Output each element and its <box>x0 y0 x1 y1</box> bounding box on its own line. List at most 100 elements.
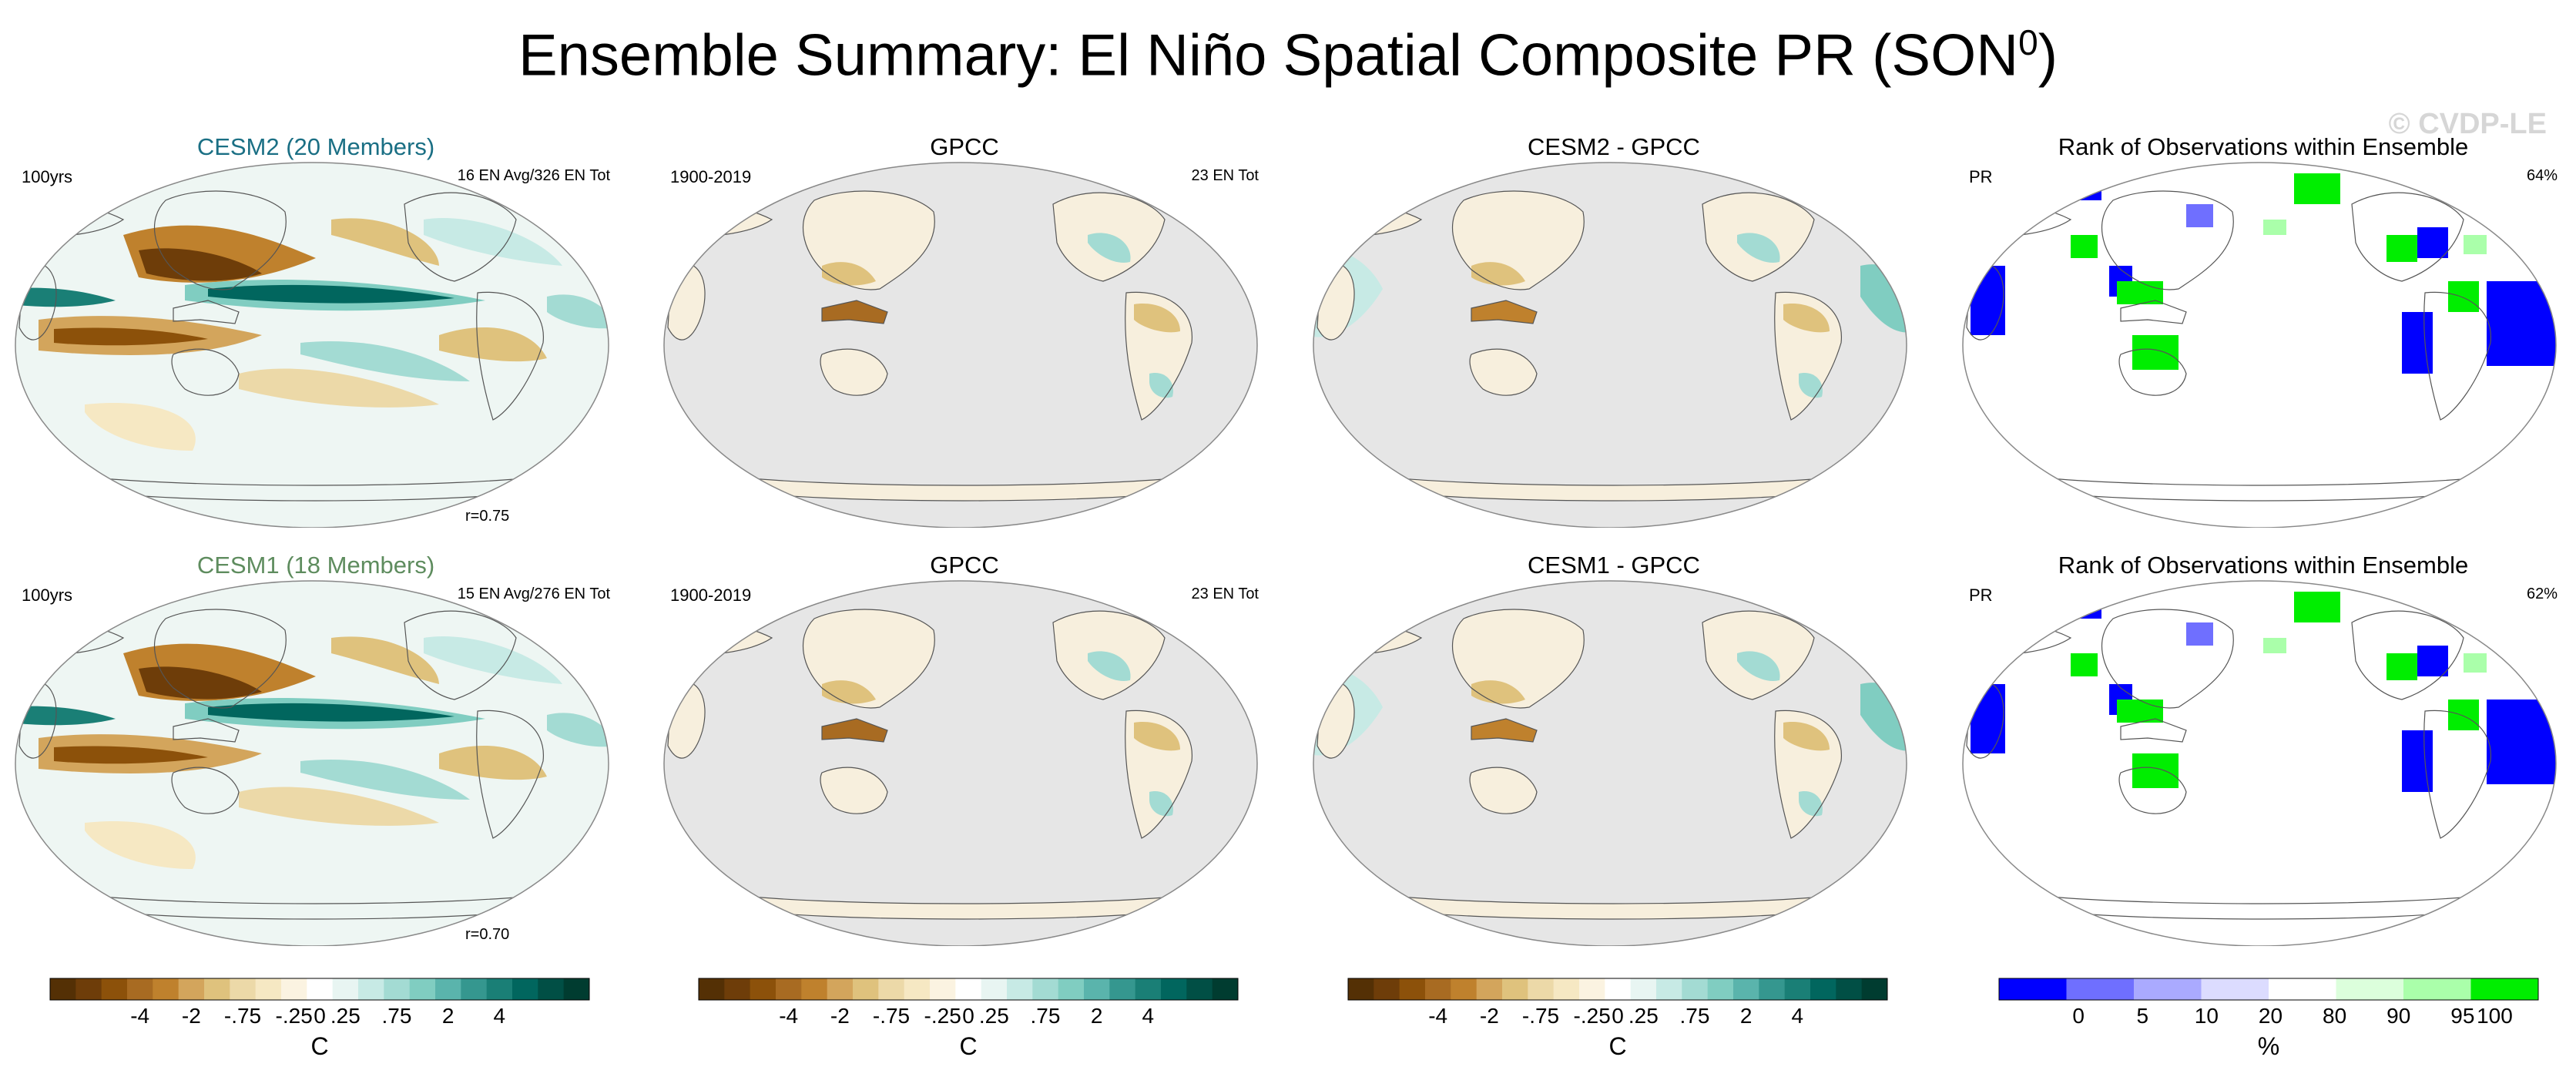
colorbar-tick-label: -4 <box>1428 1004 1447 1028</box>
panel-title: CESM2 (20 Members) <box>196 133 435 160</box>
colorbar-swatch <box>1374 978 1400 1000</box>
map-border <box>1962 162 2557 528</box>
colorbar-swatch <box>930 978 956 1000</box>
panel-p4: Rank of Observations within Ensemble PR 64… <box>1955 127 2571 528</box>
colorbar-tick-label: .25 <box>979 1004 1009 1028</box>
colorbar-tick-label: .75 <box>1031 1004 1061 1028</box>
panel-period: 100yrs <box>22 585 73 605</box>
colorbar-tick-label: -2 <box>830 1004 850 1028</box>
colorbar-swatch <box>827 978 854 1000</box>
colorbar-swatch <box>2269 978 2336 1000</box>
colorbar-swatch <box>699 978 725 1000</box>
colorbar-cb1: -4 -2 -.75 -.25 0.25 .75 2 4 C <box>42 977 597 1060</box>
colorbar-swatch <box>750 978 776 1000</box>
colorbar-swatch <box>50 978 76 1000</box>
colorbar-swatch <box>2336 978 2404 1000</box>
colorbar-tick-label: .75 <box>1680 1004 1710 1028</box>
colorbar-swatch <box>801 978 828 1000</box>
colorbar-tick-label: 90 <box>2386 1004 2410 1028</box>
colorbar-swatch <box>1348 978 1374 1000</box>
colorbar-swatch <box>563 978 590 1000</box>
colorbar-swatch <box>2470 978 2539 1000</box>
panel-p8: Rank of Observations within Ensemble PR 62… <box>1955 545 2571 946</box>
colorbar-tick-label: -.75 <box>1522 1004 1559 1028</box>
colorbar-tick-label: 0 <box>962 1004 974 1028</box>
colorbar-swatch <box>853 978 879 1000</box>
colorbar-swatch <box>1605 978 1632 1000</box>
colorbar-tick-label: -.25 <box>1574 1004 1611 1028</box>
colorbar-swatch <box>1135 978 1162 1000</box>
colorbar-swatch <box>1861 978 1888 1000</box>
colorbar-swatch <box>1032 978 1059 1000</box>
panel-count: 64% <box>2526 167 2558 184</box>
colorbar-swatch <box>1707 978 1734 1000</box>
colorbar-swatch <box>724 978 751 1000</box>
panel-p6: GPCC 1900-2019 23 EN Tot <box>656 545 1273 946</box>
colorbar-cb2: -4 -2 -.75 -.25 0.25 .75 2 4 C <box>691 977 1246 1060</box>
colorbar-swatch <box>332 978 359 1000</box>
watermark: © CVDP-LE <box>2388 108 2547 140</box>
colorbar-swatch <box>878 978 905 1000</box>
colorbar-swatch <box>358 978 384 1000</box>
map-border <box>663 162 1258 528</box>
panel-p3: CESM2 - GPCC <box>1306 127 1922 528</box>
panel-p1: CESM2 (20 Members) 100yrs 16 EN Avg/326 EN… <box>8 127 624 528</box>
colorbar-unit: C <box>959 1032 978 1060</box>
map-diff <box>1313 580 1907 946</box>
colorbar-swatch <box>1528 978 1555 1000</box>
colorbar-swatch <box>230 978 257 1000</box>
colorbar-swatch <box>1186 978 1213 1000</box>
colorbar-tick-label: .25 <box>330 1004 361 1028</box>
colorbar-tick-label: 4 <box>1142 1004 1155 1028</box>
colorbar-swatch <box>1502 978 1528 1000</box>
colorbar-swatch <box>1759 978 1786 1000</box>
colorbar-tick-label: -2 <box>1480 1004 1499 1028</box>
panel-count: 23 EN Tot <box>1191 167 1259 184</box>
colorbar-swatch <box>2403 978 2471 1000</box>
panel-period: PR <box>1969 585 1993 605</box>
map-field <box>1313 581 1907 946</box>
map-border <box>1313 580 1907 946</box>
colorbar-swatch <box>1084 978 1110 1000</box>
colorbar-unit: C <box>1608 1032 1627 1060</box>
map-border <box>15 580 609 946</box>
colorbar-swatch <box>2134 978 2202 1000</box>
map-model <box>15 162 609 528</box>
colorbar-tick-label: 5 <box>2136 1004 2148 1028</box>
map-border <box>15 162 609 528</box>
colorbar-tick-label: -.75 <box>873 1004 910 1028</box>
colorbar-swatch <box>1630 978 1657 1000</box>
colorbar-tick-label: .75 <box>382 1004 412 1028</box>
map-diff <box>1313 162 1907 528</box>
colorbar-tick-label: 0 <box>1612 1004 1624 1028</box>
colorbar-swatch <box>1682 978 1709 1000</box>
colorbar-unit: % <box>2257 1032 2280 1060</box>
colorbar-tick-label: -2 <box>182 1004 201 1028</box>
map-model <box>15 580 609 946</box>
map-border <box>663 580 1258 946</box>
colorbar-swatch <box>512 978 538 1000</box>
colorbar-swatch <box>955 978 982 1000</box>
colorbar-tick-label: 0 <box>2072 1004 2085 1028</box>
map-field <box>1313 163 1907 528</box>
colorbar-swatch <box>1425 978 1451 1000</box>
panel-title: Rank of Observations within Ensemble <box>2058 552 2469 579</box>
panel-title: GPCC <box>930 552 999 579</box>
colorbar-swatch <box>75 978 102 1000</box>
panel-count: 62% <box>2526 585 2558 602</box>
panel-title: Rank of Observations within Ensemble <box>2058 133 2469 160</box>
colorbar-swatch <box>1476 978 1503 1000</box>
colorbar-swatch <box>409 978 436 1000</box>
colorbar-tick-label: 80 <box>2323 1004 2346 1028</box>
colorbar-tick-label: -.25 <box>276 1004 313 1028</box>
colorbar-tick-label: 10 <box>2195 1004 2219 1028</box>
colorbar-tick-label: -4 <box>779 1004 798 1028</box>
colorbar-swatch <box>1109 978 1136 1000</box>
map-obs <box>663 162 1258 528</box>
colorbar-swatch <box>461 978 488 1000</box>
colorbar-swatch <box>1733 978 1759 1000</box>
colorbar-tick-label: -.75 <box>224 1004 261 1028</box>
colorbar-swatch <box>1836 978 1863 1000</box>
colorbar-cb3: -4 -2 -.75 -.25 0.25 .75 2 4 C <box>1340 977 1895 1060</box>
panel-correlation: r=0.70 <box>465 926 510 943</box>
